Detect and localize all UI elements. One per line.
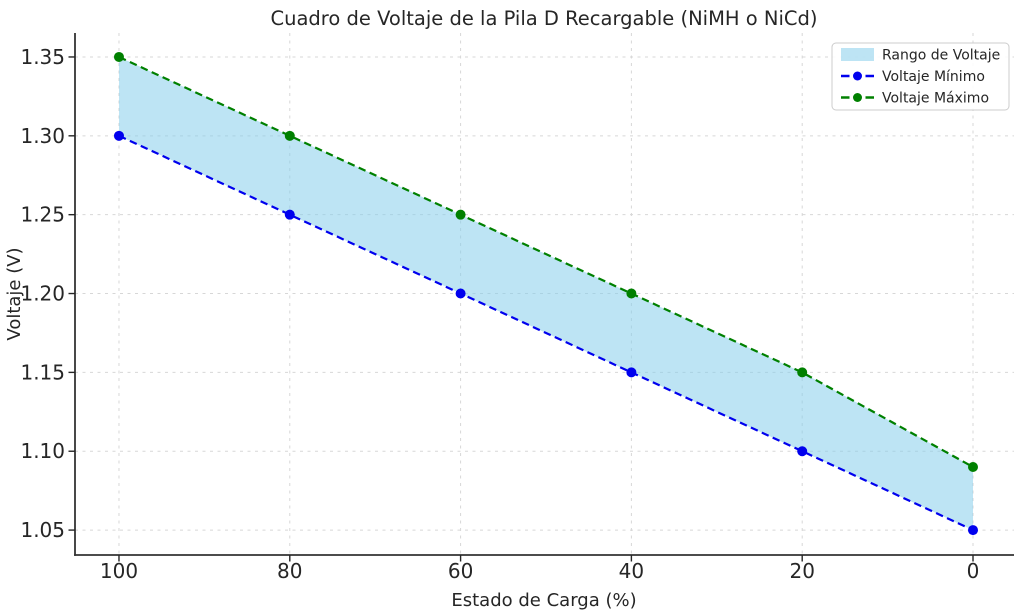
y-tick-label: 1.05 (20, 518, 65, 542)
x-tick-label: 40 (619, 559, 644, 583)
legend-box (831, 42, 1010, 111)
data-point-marker (455, 288, 466, 299)
data-point-marker (797, 367, 808, 378)
y-tick-label: 1.35 (20, 45, 65, 69)
data-point-marker (968, 525, 979, 536)
data-point-marker (797, 446, 808, 457)
chart-title: Cuadro de Voltaje de la Pila D Recargabl… (270, 7, 817, 30)
y-tick-label: 1.15 (20, 360, 65, 384)
x-tick-label: 0 (967, 559, 980, 583)
y-tick-label: 1.30 (20, 124, 65, 148)
data-point-marker (455, 209, 466, 220)
x-tick-label: 60 (448, 559, 473, 583)
data-point-marker (968, 462, 979, 473)
legend-label: Rango de Voltaje (882, 48, 1000, 64)
x-tick-label: 80 (277, 559, 302, 583)
y-tick-label: 1.25 (20, 203, 65, 227)
series-line-1 (118, 56, 974, 468)
data-point-marker (626, 288, 637, 299)
legend-marker (853, 71, 862, 81)
legend-band-swatch (841, 48, 874, 61)
data-point-marker (284, 130, 295, 141)
data-point-marker (626, 367, 637, 378)
y-axis-label: Voltaje (V) (4, 247, 25, 340)
legend-label: Voltaje Máximo (882, 91, 989, 107)
y-tick-label: 1.20 (20, 282, 65, 306)
data-point-marker (113, 130, 124, 141)
plot-area: 100 80 60 40 20 0 1.05 1.10 1.15 1.20 1.25 1.30 1.35 (20, 33, 1014, 583)
series-line-0 (118, 134, 974, 532)
voltage-range-band (118, 56, 974, 531)
x-axis-label: Estado de Carga (%) (451, 590, 636, 611)
data-point-marker (113, 51, 124, 62)
legend-label: Voltaje Mínimo (882, 69, 985, 85)
legend-marker (853, 93, 862, 102)
x-tick-label: 100 (100, 559, 138, 583)
x-tick-label: 20 (789, 559, 814, 583)
legend: Rango de Voltaje Voltaje Mínimo Voltaje Má… (831, 42, 1010, 111)
data-point-marker (284, 209, 295, 220)
y-tick-label: 1.10 (20, 439, 65, 463)
